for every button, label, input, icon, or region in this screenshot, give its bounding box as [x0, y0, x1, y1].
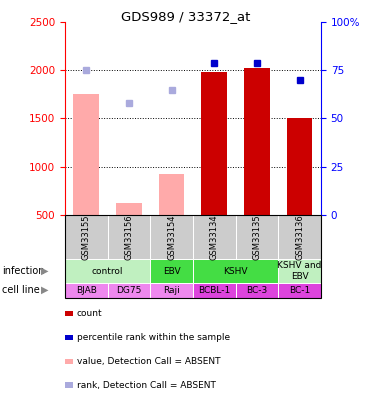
Text: rank, Detection Call = ABSENT: rank, Detection Call = ABSENT	[77, 381, 216, 390]
Text: GDS989 / 33372_at: GDS989 / 33372_at	[121, 10, 250, 23]
Text: KSHV and
EBV: KSHV and EBV	[278, 261, 322, 281]
Text: GSM33134: GSM33134	[210, 214, 219, 260]
Text: KSHV: KSHV	[223, 266, 248, 276]
Bar	[116, 202, 142, 215]
Text: BC-3: BC-3	[246, 286, 267, 295]
Bar	[159, 174, 184, 215]
Text: percentile rank within the sample: percentile rank within the sample	[77, 333, 230, 342]
Text: EBV: EBV	[163, 266, 180, 276]
Text: BC-1: BC-1	[289, 286, 310, 295]
Text: control: control	[92, 266, 123, 276]
Text: infection: infection	[2, 266, 45, 276]
Text: value, Detection Call = ABSENT: value, Detection Call = ABSENT	[77, 357, 220, 366]
Text: GSM33136: GSM33136	[295, 214, 304, 260]
Bar	[244, 68, 270, 215]
Text: ▶: ▶	[41, 266, 48, 276]
Text: ▶: ▶	[41, 285, 48, 295]
Text: GSM33156: GSM33156	[124, 214, 134, 260]
Bar	[201, 72, 227, 215]
Text: cell line: cell line	[2, 285, 40, 295]
Text: GSM33155: GSM33155	[82, 214, 91, 260]
Bar	[287, 119, 312, 215]
Text: DG75: DG75	[116, 286, 142, 295]
Text: BCBL-1: BCBL-1	[198, 286, 230, 295]
Text: GSM33154: GSM33154	[167, 214, 176, 260]
Text: Raji: Raji	[163, 286, 180, 295]
Text: BJAB: BJAB	[76, 286, 97, 295]
Text: count: count	[77, 309, 102, 318]
Bar	[73, 94, 99, 215]
Text: GSM33135: GSM33135	[252, 214, 262, 260]
